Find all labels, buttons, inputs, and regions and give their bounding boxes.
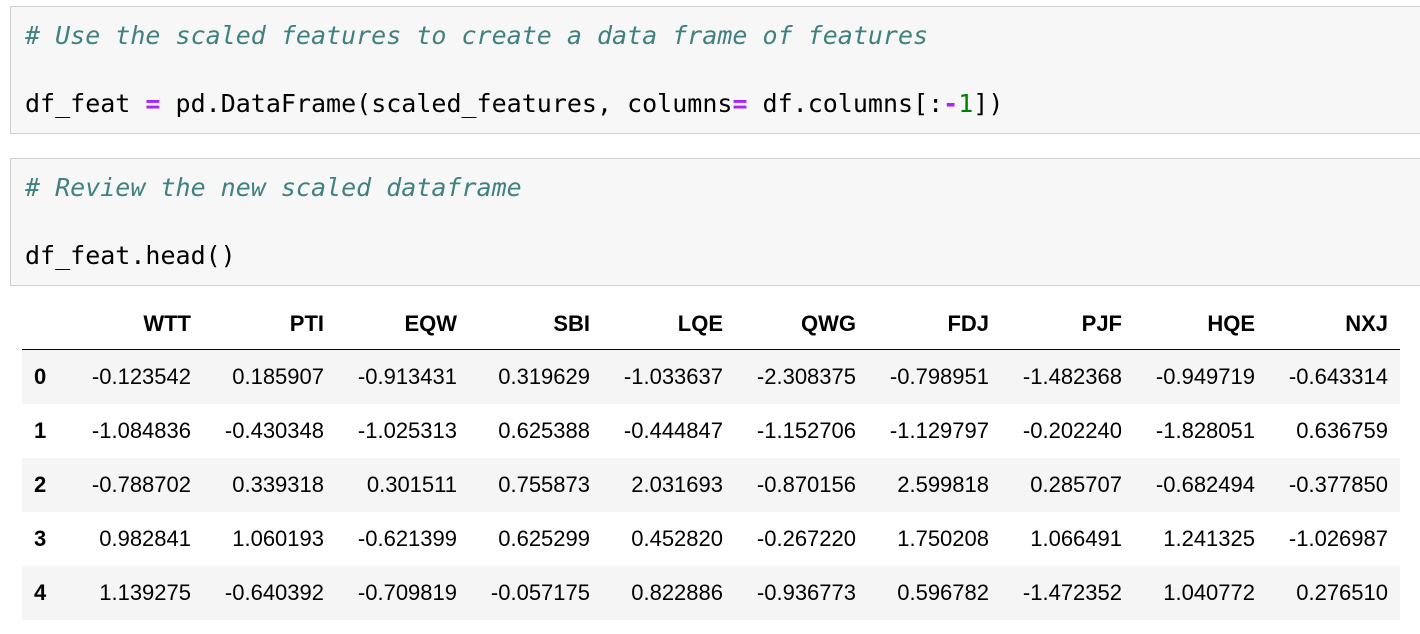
table-row: 1 -1.084836 -0.430348 -1.025313 0.625388… [22,404,1400,458]
table-cell: -0.949719 [1155,363,1255,389]
table-row: 0 -0.123542 0.185907 -0.913431 0.319629 … [22,349,1400,404]
table-cell: -0.913431 [357,363,457,389]
row-index: 1 [34,417,47,443]
table-cell: -0.709819 [357,579,457,605]
table-cell: -1.472352 [1022,579,1122,605]
table-cell: -0.798951 [889,363,989,389]
table-cell: -0.621399 [357,525,457,551]
table-cell: 2.599818 [897,471,989,497]
table-cell: -0.444847 [623,417,723,443]
table-cell: -2.308375 [756,363,856,389]
table-cell: 1.060193 [232,525,324,551]
row-index: 3 [34,525,47,551]
number-token: 1 [958,89,974,118]
table-cell: 0.301511 [366,471,457,497]
table-cell: -0.123542 [91,363,191,389]
table-cell: 2.031693 [631,471,723,497]
code-token: ]) [973,89,1004,118]
table-cell: -1.025313 [357,417,457,443]
table-cell: -1.026987 [1288,525,1388,551]
code-statement: df_feat.head() [25,241,236,270]
table-cell: 0.822886 [631,579,723,605]
header-row: WTT PTI EQW SBI LQE QWG FDJ PJF HQE NXJ [22,299,1400,350]
column-header: WTT [70,299,203,350]
table-cell: -0.936773 [756,579,856,605]
table-cell: 0.982841 [99,525,191,551]
table-cell: -0.267220 [756,525,856,551]
column-header: QWG [735,299,868,350]
column-header: NXJ [1267,299,1400,350]
table-cell: -1.482368 [1022,363,1122,389]
dataframe-table: WTT PTI EQW SBI LQE QWG FDJ PJF HQE NXJ … [22,299,1400,620]
code-cell-2[interactable]: # Review the new scaled dataframe df_fea… [10,158,1420,286]
table-cell: 1.139275 [99,579,191,605]
table-cell: -0.788702 [91,471,191,497]
column-header: SBI [469,299,602,350]
table-cell: 1.750208 [897,525,989,551]
table-cell: 0.339318 [232,471,324,497]
table-cell: -0.640392 [224,579,324,605]
table-cell: 0.625299 [498,525,590,551]
table-cell: 0.276510 [1296,579,1388,605]
table-cell: -1.129797 [889,417,989,443]
table-cell: -0.682494 [1155,471,1255,497]
row-index: 0 [34,363,47,389]
table-cell: -1.033637 [623,363,723,389]
code-token: df_feat [25,89,146,118]
operator-token: = [732,89,748,118]
table-cell: -0.377850 [1288,471,1388,497]
row-index: 4 [34,579,47,605]
table-cell: 0.185907 [232,363,324,389]
table-cell: -1.152706 [756,417,856,443]
table-row: 4 1.139275 -0.640392 -0.709819 -0.057175… [22,565,1400,620]
table-cell: -0.057175 [490,579,590,605]
table-cell: 0.452820 [631,525,723,551]
table-row: 3 0.982841 1.060193 -0.621399 0.625299 0… [22,512,1400,566]
operator-token: - [943,89,959,118]
code-comment: # Review the new scaled dataframe [25,173,522,202]
column-header: HQE [1134,299,1267,350]
table-cell: 0.755873 [498,471,590,497]
table-cell: -1.828051 [1155,417,1255,443]
code-cell-1[interactable]: # Use the scaled features to create a da… [10,6,1420,134]
operator-token: = [145,89,161,118]
code-token: pd.DataFrame(scaled_features, columns [160,89,733,118]
table-cell: 1.241325 [1163,525,1255,551]
table-cell: 0.319629 [498,363,590,389]
table-cell: 0.285707 [1030,471,1122,497]
row-index: 2 [34,471,47,497]
table-cell: -0.430348 [224,417,324,443]
dataframe-output: WTT PTI EQW SBI LQE QWG FDJ PJF HQE NXJ … [22,299,1400,620]
column-header: FDJ [868,299,1001,350]
column-header: LQE [602,299,735,350]
index-header [22,299,70,350]
table-cell: -0.202240 [1022,417,1122,443]
table-cell: 1.040772 [1163,579,1255,605]
code-comment: # Use the scaled features to create a da… [25,21,929,50]
column-header: PTI [203,299,336,350]
column-header: PJF [1001,299,1134,350]
table-cell: 0.596782 [897,579,989,605]
code-token: df.columns[: [747,89,944,118]
table-cell: 0.625388 [498,417,590,443]
code-statement: df_feat = pd.DataFrame(scaled_features, … [25,89,1003,119]
table-cell: 1.066491 [1030,525,1122,551]
table-cell: -0.643314 [1288,363,1388,389]
column-header: EQW [336,299,469,350]
table-cell: -0.870156 [756,471,856,497]
table-cell: -1.084836 [91,417,191,443]
table-row: 2 -0.788702 0.339318 0.301511 0.755873 2… [22,457,1400,512]
table-cell: 0.636759 [1296,417,1388,443]
